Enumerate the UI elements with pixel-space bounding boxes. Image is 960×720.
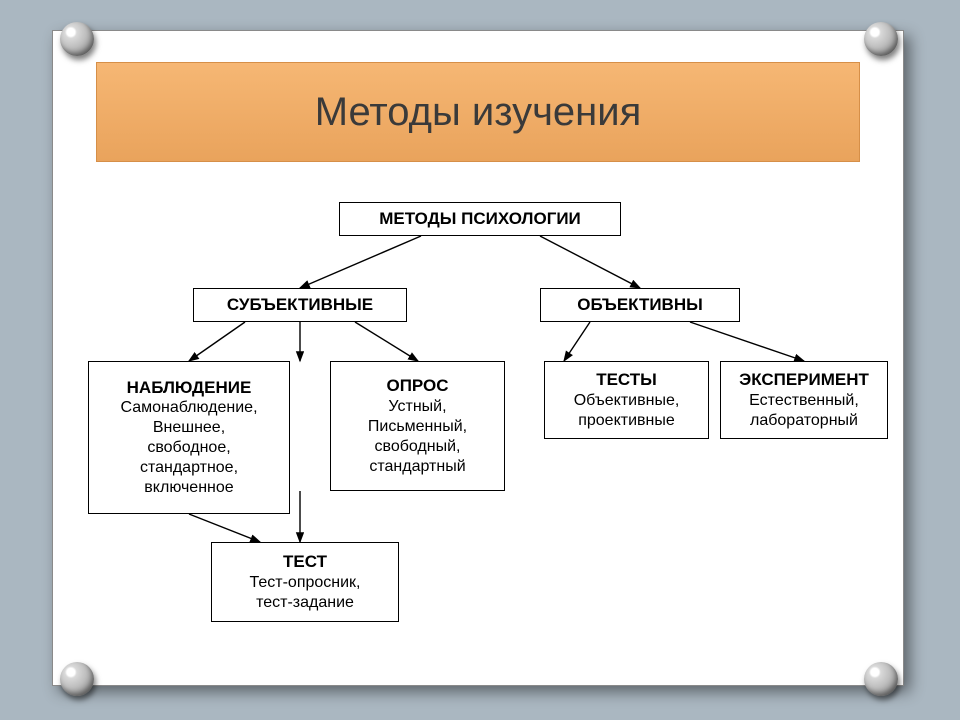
node-opros-title: ОПРОС xyxy=(386,375,448,396)
node-root: МЕТОДЫ ПСИХОЛОГИИ xyxy=(339,202,621,236)
node-eksperiment: ЭКСПЕРИМЕНТ Естественный,лабораторный xyxy=(720,361,888,439)
node-nablyudenie: НАБЛЮДЕНИЕ Самонаблюдение,Внешнее,свобод… xyxy=(88,361,290,514)
node-test-title: ТЕСТ xyxy=(283,551,327,572)
node-nablyudenie-title: НАБЛЮДЕНИЕ xyxy=(127,377,252,398)
node-eksperiment-title: ЭКСПЕРИМЕНТ xyxy=(739,369,869,390)
node-testy-sub: Объективные,проективные xyxy=(574,391,680,431)
node-root-title: МЕТОДЫ ПСИХОЛОГИИ xyxy=(379,208,581,229)
node-obj: ОБЪЕКТИВНЫ xyxy=(540,288,740,322)
node-eksperiment-sub: Естественный,лабораторный xyxy=(749,391,859,431)
corner-pin-bottom-right xyxy=(864,662,898,696)
corner-pin-top-left xyxy=(60,22,94,56)
node-nablyudenie-sub: Самонаблюдение,Внешнее,свободное,стандар… xyxy=(120,398,257,498)
corner-pin-top-right xyxy=(864,22,898,56)
node-test: ТЕСТ Тест-опросник,тест-задание xyxy=(211,542,399,622)
node-opros: ОПРОС Устный,Письменный,свободный,станда… xyxy=(330,361,505,491)
corner-pin-bottom-left xyxy=(60,662,94,696)
title-bar: Методы изучения xyxy=(96,62,860,162)
node-subj-title: СУБЪЕКТИВНЫЕ xyxy=(227,294,373,315)
node-testy-title: ТЕСТЫ xyxy=(596,369,657,390)
node-opros-sub: Устный,Письменный,свободный,стандартный xyxy=(368,397,467,477)
node-subj: СУБЪЕКТИВНЫЕ xyxy=(193,288,407,322)
node-testy: ТЕСТЫ Объективные,проективные xyxy=(544,361,709,439)
node-test-sub: Тест-опросник,тест-задание xyxy=(249,573,360,613)
title-text: Методы изучения xyxy=(315,90,642,135)
node-obj-title: ОБЪЕКТИВНЫ xyxy=(577,294,703,315)
